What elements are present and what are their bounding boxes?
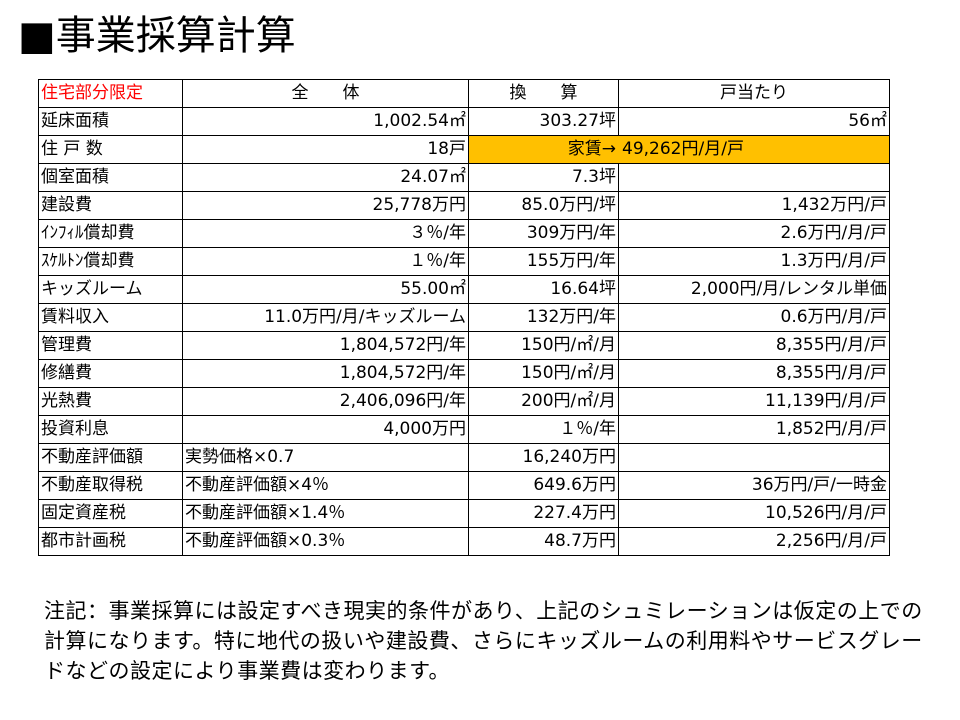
row-per-unit: 1,432万円/戸 — [618, 191, 890, 220]
row-conversion: 85.0万円/坪 — [468, 191, 619, 220]
row-total: 11.0万円/月/キッズルーム — [182, 303, 469, 332]
table-row: 修繕費 1,804,572円/年 150円/㎡/月 8,355円/月/戸 — [38, 359, 890, 388]
row-total: 不動産評価額×4％ — [182, 471, 469, 500]
row-label: 建設費 — [38, 191, 183, 220]
row-label: 管理費 — [38, 331, 183, 360]
row-per-unit: 56㎡ — [618, 107, 890, 136]
row-label: 個室面積 — [38, 163, 183, 192]
row-conversion: 649.6万円 — [468, 471, 619, 500]
row-total: 18戸 — [182, 135, 469, 164]
row-conversion: 200円/㎡/月 — [468, 387, 619, 416]
row-per-unit: 2.6万円/月/戸 — [618, 219, 890, 248]
row-conversion: 150円/㎡/月 — [468, 331, 619, 360]
row-conversion: 16.64坪 — [468, 275, 619, 304]
row-per-unit: 2,256円/月/戸 — [618, 527, 890, 556]
row-label: 延床面積 — [38, 107, 183, 136]
row-total: 1,002.54㎡ — [182, 107, 469, 136]
rent-value: 49,262円/月/戸 — [622, 139, 744, 159]
row-total: 実勢価格×0.7 — [182, 443, 469, 472]
table-row: 不動産評価額 実勢価格×0.7 16,240万円 — [38, 443, 890, 472]
table-row: 住 戸 数 18戸 家賃→ 49,262円/月/戸 — [38, 135, 890, 164]
row-total: 24.07㎡ — [182, 163, 469, 192]
row-conversion: 150円/㎡/月 — [468, 359, 619, 388]
table-header-row: 住宅部分限定 全 体 換 算 戸当たり — [38, 79, 890, 108]
row-per-unit: 2,000円/月/レンタル単価 — [618, 275, 890, 304]
row-per-unit — [618, 163, 890, 192]
table-row: キッズルーム 55.00㎡ 16.64坪 2,000円/月/レンタル単価 — [38, 275, 890, 304]
row-label: 不動産取得税 — [38, 471, 183, 500]
page-title-text: ■事業採算計算 — [18, 13, 296, 59]
row-per-unit: 11,139円/月/戸 — [618, 387, 890, 416]
table-row: 不動産取得税 不動産評価額×4％ 649.6万円 36万円/戸/一時金 — [38, 471, 890, 500]
row-per-unit — [618, 443, 890, 472]
row-total: 55.00㎡ — [182, 275, 469, 304]
row-label: ｲﾝﾌｨﾙ償却費 — [38, 219, 183, 248]
page-title: ■事業採算計算 — [18, 6, 296, 66]
row-conversion: 7.3坪 — [468, 163, 619, 192]
header-total: 全 体 — [182, 79, 469, 108]
business-calculation-table: 住宅部分限定 全 体 換 算 戸当たり 延床面積 1,002.54㎡ 303.2… — [38, 79, 890, 556]
header-scope: 住宅部分限定 — [38, 79, 183, 108]
row-conversion: １％/年 — [468, 415, 619, 444]
row-per-unit: 1.3万円/月/戸 — [618, 247, 890, 276]
header-per-unit: 戸当たり — [618, 79, 890, 108]
row-total: 25,778万円 — [182, 191, 469, 220]
row-conversion: 303.27坪 — [468, 107, 619, 136]
row-total: 1,804,572円/年 — [182, 331, 469, 360]
row-total: 2,406,096円/年 — [182, 387, 469, 416]
row-per-unit: 36万円/戸/一時金 — [618, 471, 890, 500]
row-label: 投資利息 — [38, 415, 183, 444]
rent-label: 家賃→ — [567, 139, 616, 159]
rent-cell: 家賃→ 49,262円/月/戸 — [468, 135, 890, 164]
table-row: 都市計画税 不動産評価額×0.3％ 48.7万円 2,256円/月/戸 — [38, 527, 890, 556]
row-conversion: 132万円/年 — [468, 303, 619, 332]
row-conversion: 16,240万円 — [468, 443, 619, 472]
row-label: 修繕費 — [38, 359, 183, 388]
row-total: 4,000万円 — [182, 415, 469, 444]
row-conversion: 309万円/年 — [468, 219, 619, 248]
row-conversion: 48.7万円 — [468, 527, 619, 556]
row-per-unit: 8,355円/月/戸 — [618, 331, 890, 360]
row-label: 都市計画税 — [38, 527, 183, 556]
row-conversion: 227.4万円 — [468, 499, 619, 528]
row-label: 住 戸 数 — [38, 135, 183, 164]
row-total: 不動産評価額×1.4％ — [182, 499, 469, 528]
table-row: 投資利息 4,000万円 １％/年 1,852円/月/戸 — [38, 415, 890, 444]
row-label: ｽｹﾙﾄﾝ償却費 — [38, 247, 183, 276]
table-row: 光熱費 2,406,096円/年 200円/㎡/月 11,139円/月/戸 — [38, 387, 890, 416]
row-per-unit: 0.6万円/月/戸 — [618, 303, 890, 332]
table-row: 建設費 25,778万円 85.0万円/坪 1,432万円/戸 — [38, 191, 890, 220]
row-label: キッズルーム — [38, 275, 183, 304]
row-per-unit: 10,526円/月/戸 — [618, 499, 890, 528]
table-row: 固定資産税 不動産評価額×1.4％ 227.4万円 10,526円/月/戸 — [38, 499, 890, 528]
table-row: 管理費 1,804,572円/年 150円/㎡/月 8,355円/月/戸 — [38, 331, 890, 360]
table-row: ｲﾝﾌｨﾙ償却費 ３％/年 309万円/年 2.6万円/月/戸 — [38, 219, 890, 248]
row-conversion: 155万円/年 — [468, 247, 619, 276]
footnote: 注記：事業採算には設定すべき現実的条件があり、上記のシュミレーションは仮定の上で… — [44, 599, 923, 683]
row-total: 不動産評価額×0.3％ — [182, 527, 469, 556]
row-total: １％/年 — [182, 247, 469, 276]
table-row: 個室面積 24.07㎡ 7.3坪 — [38, 163, 890, 192]
table-row: 延床面積 1,002.54㎡ 303.27坪 56㎡ — [38, 107, 890, 136]
table-row: ｽｹﾙﾄﾝ償却費 １％/年 155万円/年 1.3万円/月/戸 — [38, 247, 890, 276]
row-label: 不動産評価額 — [38, 443, 183, 472]
row-label: 光熱費 — [38, 387, 183, 416]
row-total: 1,804,572円/年 — [182, 359, 469, 388]
row-total: ３％/年 — [182, 219, 469, 248]
row-per-unit: 1,852円/月/戸 — [618, 415, 890, 444]
row-per-unit: 8,355円/月/戸 — [618, 359, 890, 388]
row-label: 固定資産税 — [38, 499, 183, 528]
table-row: 賃料収入 11.0万円/月/キッズルーム 132万円/年 0.6万円/月/戸 — [38, 303, 890, 332]
header-conversion: 換 算 — [468, 79, 619, 108]
row-label: 賃料収入 — [38, 303, 183, 332]
